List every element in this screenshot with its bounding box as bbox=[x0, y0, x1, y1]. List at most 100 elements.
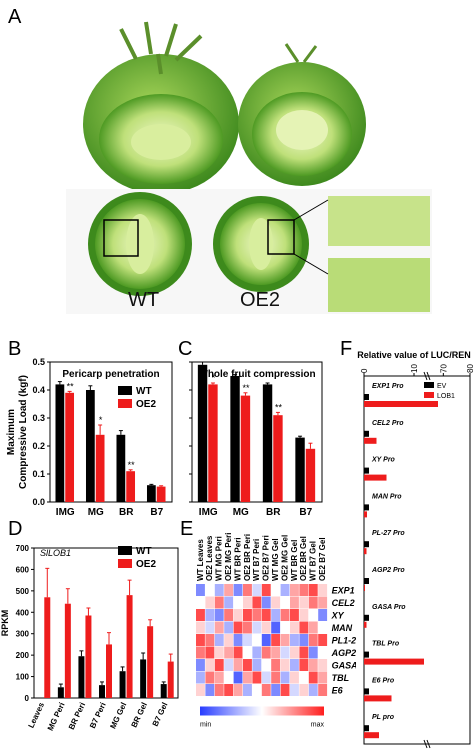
legend-swatch bbox=[118, 386, 132, 395]
bar-lob1 bbox=[364, 401, 438, 407]
heatmap-cell bbox=[299, 621, 309, 634]
bar-wt bbox=[197, 364, 208, 502]
heatmap-cell bbox=[261, 634, 271, 646]
heatmap-cell bbox=[243, 646, 252, 659]
heatmap-cell bbox=[271, 596, 281, 609]
legend-label: EV bbox=[437, 383, 447, 390]
heatmap-cell bbox=[196, 584, 205, 596]
heatmap-column-label: OE2 B7 Peri bbox=[262, 535, 271, 581]
heatmap-cell bbox=[214, 621, 224, 634]
category-label: PL pro bbox=[372, 714, 395, 721]
wt-cross-section bbox=[88, 192, 192, 296]
heatmap-column-label: WT BR Peri bbox=[233, 537, 242, 581]
bar-oe2 bbox=[167, 661, 174, 698]
heatmap-row-label: CEL2 bbox=[332, 598, 355, 608]
color-scale-bar bbox=[200, 706, 324, 716]
significance-mark: * bbox=[212, 373, 216, 383]
legend-swatch bbox=[118, 559, 132, 568]
heatmap-cell bbox=[271, 671, 281, 684]
heatmap-row-label: XY bbox=[331, 611, 345, 621]
y-axis-label-line1: Maximum bbox=[6, 409, 17, 455]
chart-luc-ren: Relative value of LUC/REN 0 10 70 80 EV LOB1 EX… bbox=[357, 350, 474, 749]
heatmap-cell bbox=[318, 621, 328, 634]
x-tick-label: IMG bbox=[56, 507, 75, 518]
bar-oe2 bbox=[126, 595, 133, 698]
heatmap-cell bbox=[196, 621, 205, 634]
x-tick-label: IMG bbox=[199, 507, 218, 518]
bar-wt bbox=[295, 437, 305, 502]
bar-oe2 bbox=[106, 644, 112, 698]
heatmap-column-label: WT BR Gel bbox=[290, 540, 299, 581]
bar-oe2 bbox=[273, 415, 283, 502]
heatmap-cell bbox=[224, 621, 234, 634]
significance-mark: ** bbox=[67, 381, 75, 391]
tomato-illustration bbox=[66, 21, 432, 314]
heatmap-column-label: WT Leaves bbox=[196, 539, 205, 581]
y-tick-label: 700 bbox=[16, 544, 30, 553]
bar-wt bbox=[160, 684, 167, 698]
heatmap-cell bbox=[318, 584, 328, 596]
heatmap-row-label: MAN bbox=[332, 623, 353, 633]
heatmap-cell bbox=[205, 584, 215, 596]
heatmap-cell bbox=[243, 684, 252, 696]
bar-wt bbox=[119, 671, 126, 698]
heatmap-cell bbox=[280, 634, 290, 646]
heatmap-cell bbox=[243, 671, 252, 684]
heatmap-cell bbox=[205, 609, 215, 621]
y-tick-label: 300 bbox=[16, 630, 30, 639]
x-tick-label: Leaves bbox=[26, 701, 46, 730]
plot-frame bbox=[49, 361, 173, 503]
heatmap-cell bbox=[214, 609, 224, 621]
heatmap-cell bbox=[318, 634, 328, 646]
heatmap-cell bbox=[224, 596, 234, 609]
significance-mark: ** bbox=[275, 402, 283, 412]
significance-mark: * bbox=[99, 415, 103, 425]
x-tick-label: BR Gel bbox=[130, 701, 149, 729]
heatmap-cell bbox=[318, 596, 328, 609]
heatmap-cell bbox=[271, 646, 281, 659]
heatmap-cell bbox=[243, 596, 252, 609]
heatmap-cell bbox=[299, 634, 309, 646]
heatmap-cell bbox=[243, 609, 252, 621]
axis-break bbox=[423, 371, 428, 381]
heatmap-cell bbox=[252, 646, 262, 659]
heatmap-column-label: OE2 MG Gel bbox=[280, 535, 289, 581]
heatmap-cell bbox=[252, 634, 262, 646]
bar-ev bbox=[364, 725, 369, 732]
bar-oe2 bbox=[240, 395, 251, 502]
bar-oe2 bbox=[64, 603, 71, 698]
x-tick-label: B7 bbox=[150, 507, 163, 518]
bar-oe2 bbox=[156, 486, 166, 502]
category-label: PL-27 Pro bbox=[372, 530, 405, 537]
oe2-fruit-top bbox=[238, 43, 366, 186]
heatmap-cell bbox=[196, 659, 205, 671]
heatmap-row-label: E6 bbox=[332, 686, 344, 696]
bar-lob1 bbox=[364, 695, 392, 702]
x-tick-label: MG bbox=[88, 507, 104, 518]
heatmap-cell bbox=[318, 646, 328, 659]
heatmap-cell bbox=[252, 684, 262, 696]
heatmap-cell bbox=[261, 621, 271, 634]
heatmap-cell bbox=[261, 596, 271, 609]
axis-break bbox=[426, 371, 431, 381]
heatmap-cell bbox=[290, 596, 299, 609]
chart-title: SlLOB1 bbox=[40, 548, 71, 558]
heatmap-cell bbox=[308, 596, 318, 609]
heatmap-cell bbox=[233, 671, 243, 684]
heatmap-cell bbox=[290, 684, 299, 696]
heatmap-cell bbox=[280, 596, 290, 609]
heatmap-cell bbox=[214, 671, 224, 684]
heatmap-cell bbox=[290, 584, 299, 596]
category-label: CEL2 Pro bbox=[372, 420, 404, 427]
bar-ev bbox=[364, 541, 369, 548]
significance-mark: ** bbox=[128, 460, 136, 470]
heatmap-cell bbox=[214, 684, 224, 696]
bar-oe2 bbox=[208, 384, 218, 502]
heatmap-cell bbox=[196, 609, 205, 621]
category-label: MAN Pro bbox=[372, 493, 402, 500]
heatmap-cell bbox=[299, 671, 309, 684]
heatmap-cell bbox=[224, 584, 234, 596]
heatmap-column-label: OE2 BR Peri bbox=[243, 534, 252, 581]
heatmap-cell bbox=[205, 634, 215, 646]
heatmap-cell bbox=[280, 659, 290, 671]
